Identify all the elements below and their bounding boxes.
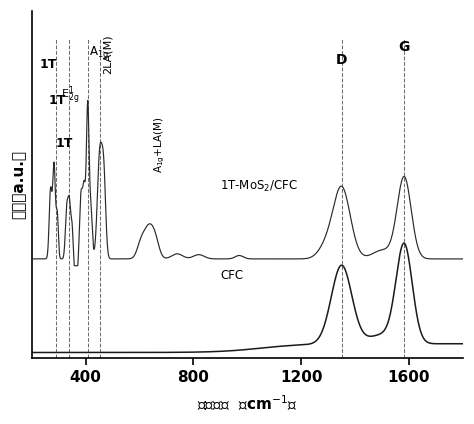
- Text: CFC: CFC: [220, 269, 244, 282]
- Text: $\mathregular{E^{1}_{2g}}$: $\mathregular{E^{1}_{2g}}$: [61, 85, 79, 107]
- X-axis label: 拉曼位移  （cm$^{-1}$）: 拉曼位移 （cm$^{-1}$）: [197, 393, 297, 413]
- Text: 1T: 1T: [48, 94, 66, 107]
- Text: 2LA(M): 2LA(M): [102, 34, 112, 74]
- Text: $\mathregular{A_{1g}}$+LA(M): $\mathregular{A_{1g}}$+LA(M): [153, 117, 167, 173]
- Text: 1T: 1T: [56, 137, 73, 150]
- Text: D: D: [336, 53, 347, 67]
- Y-axis label: 强度（a.u.）: 强度（a.u.）: [11, 150, 26, 219]
- Text: $\mathregular{A_{1g}}$: $\mathregular{A_{1g}}$: [89, 44, 109, 61]
- Text: 1T: 1T: [40, 58, 57, 71]
- Text: G: G: [399, 40, 410, 54]
- Text: 1T-MoS$_2$/CFC: 1T-MoS$_2$/CFC: [220, 179, 298, 194]
